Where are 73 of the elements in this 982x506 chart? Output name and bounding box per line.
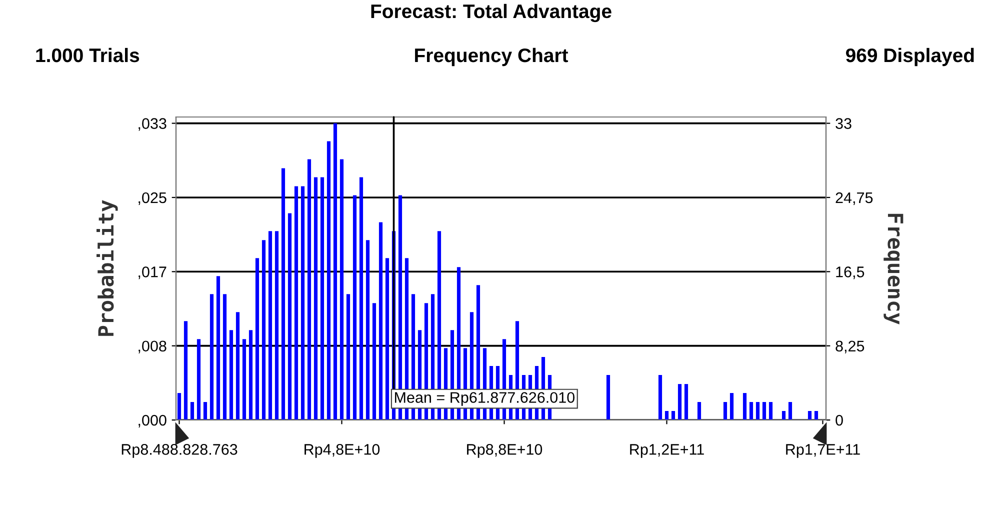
bar — [788, 402, 792, 420]
y2-tick-label: 33 — [836, 118, 852, 129]
bar — [190, 402, 194, 420]
text: 969 Displayed — [846, 48, 974, 66]
bar — [742, 393, 747, 420]
bar — [236, 312, 240, 420]
x-tick-label: Rp4,8E+10 — [304, 444, 380, 458]
bar — [268, 231, 272, 420]
bar — [697, 402, 702, 420]
bar — [333, 123, 338, 420]
bar — [184, 321, 188, 420]
bar — [196, 339, 201, 420]
bar — [229, 330, 234, 420]
bar — [346, 294, 350, 420]
bar — [262, 240, 266, 420]
bar — [320, 177, 324, 420]
y-tick-label: ,033 — [138, 118, 166, 131]
bar — [684, 384, 688, 420]
y-axis-title: Probability — [96, 200, 118, 336]
y-tick-label: ,025 — [138, 192, 166, 205]
y2-axis-title: Frequency — [884, 214, 904, 324]
bar — [723, 402, 728, 420]
x-tick-label: Rp1,7E+11 — [786, 444, 860, 458]
bar — [222, 294, 227, 420]
bar — [814, 411, 818, 420]
bar — [203, 402, 208, 420]
y2-tick-label: 8,25 — [836, 340, 864, 354]
x-tick-label: Rp8,8E+10 — [467, 444, 542, 458]
bar — [730, 393, 734, 420]
bar — [385, 258, 390, 420]
y2-tick-label: 0 — [836, 414, 843, 426]
text: 1.000 Trials — [36, 48, 140, 62]
bar — [210, 294, 214, 420]
bar — [756, 402, 760, 420]
y2-tick-label: 16,5 — [836, 266, 864, 280]
bar — [749, 402, 754, 420]
bar — [314, 177, 318, 420]
bar — [671, 411, 676, 420]
bar — [352, 195, 357, 420]
bar — [378, 222, 383, 420]
bar — [664, 411, 669, 420]
bar — [340, 159, 344, 420]
bar — [359, 177, 364, 420]
annotation: Mean = Rp61.877.626.010 — [395, 392, 575, 406]
bar — [288, 213, 292, 420]
bar — [216, 276, 220, 420]
y2-tick-label: 24,75 — [836, 192, 873, 205]
bar — [658, 375, 662, 420]
x-tick-label: Rp8.488.828.763 — [122, 444, 238, 458]
bar — [366, 240, 370, 420]
bar — [307, 159, 312, 420]
bar — [177, 393, 182, 420]
bar — [762, 402, 766, 420]
bar — [808, 411, 812, 420]
bar — [372, 303, 376, 420]
bar — [606, 375, 610, 420]
bar — [242, 339, 246, 420]
bar — [281, 168, 286, 420]
bar — [255, 258, 260, 420]
bar — [294, 186, 298, 420]
bar — [326, 141, 331, 420]
chart-title: Forecast: Total Advantage — [371, 4, 612, 22]
x-tick-label: Rp1,2E+11 — [630, 444, 704, 458]
bar — [248, 330, 253, 420]
y-tick-label: ,000 — [138, 414, 166, 428]
bar — [678, 384, 682, 420]
bar — [768, 402, 773, 420]
bar — [274, 231, 279, 420]
y-tick-label: ,008 — [138, 340, 166, 354]
bar — [300, 186, 305, 420]
chart-subtitle: Frequency Chart — [415, 48, 568, 66]
y-tick-label: ,017 — [138, 266, 166, 280]
bar — [782, 411, 786, 420]
